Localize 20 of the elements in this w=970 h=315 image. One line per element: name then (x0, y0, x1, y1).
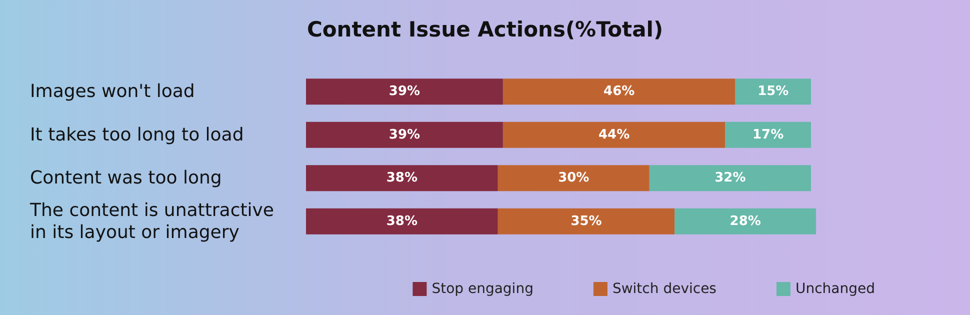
legend-label: Switch devices (612, 281, 716, 297)
data-label: 39% (388, 84, 420, 100)
data-label: 32% (714, 170, 746, 186)
data-label: 15% (758, 84, 789, 100)
data-label: 39% (388, 127, 420, 142)
y-tick-label: The content is unattractive in its layout or imagery (29, 200, 280, 243)
data-label: 46% (604, 84, 635, 100)
data-label: 38% (386, 214, 418, 229)
y-tick-label: Images won't load (30, 81, 195, 102)
legend-label: Stop engaging (432, 281, 534, 297)
data-label: 44% (598, 127, 630, 142)
legend-label: Unchanged (795, 281, 875, 297)
data-label: 35% (570, 214, 602, 229)
data-label: 28% (730, 214, 761, 229)
y-tick-label: Content was too long (30, 168, 222, 189)
y-tick-label: It takes too long to load (30, 124, 244, 146)
data-label: 17% (752, 127, 784, 142)
data-label: 38% (386, 170, 418, 186)
data-label: 30% (558, 170, 590, 186)
chart-title: Content Issue Actions(%Total) (306, 18, 664, 42)
